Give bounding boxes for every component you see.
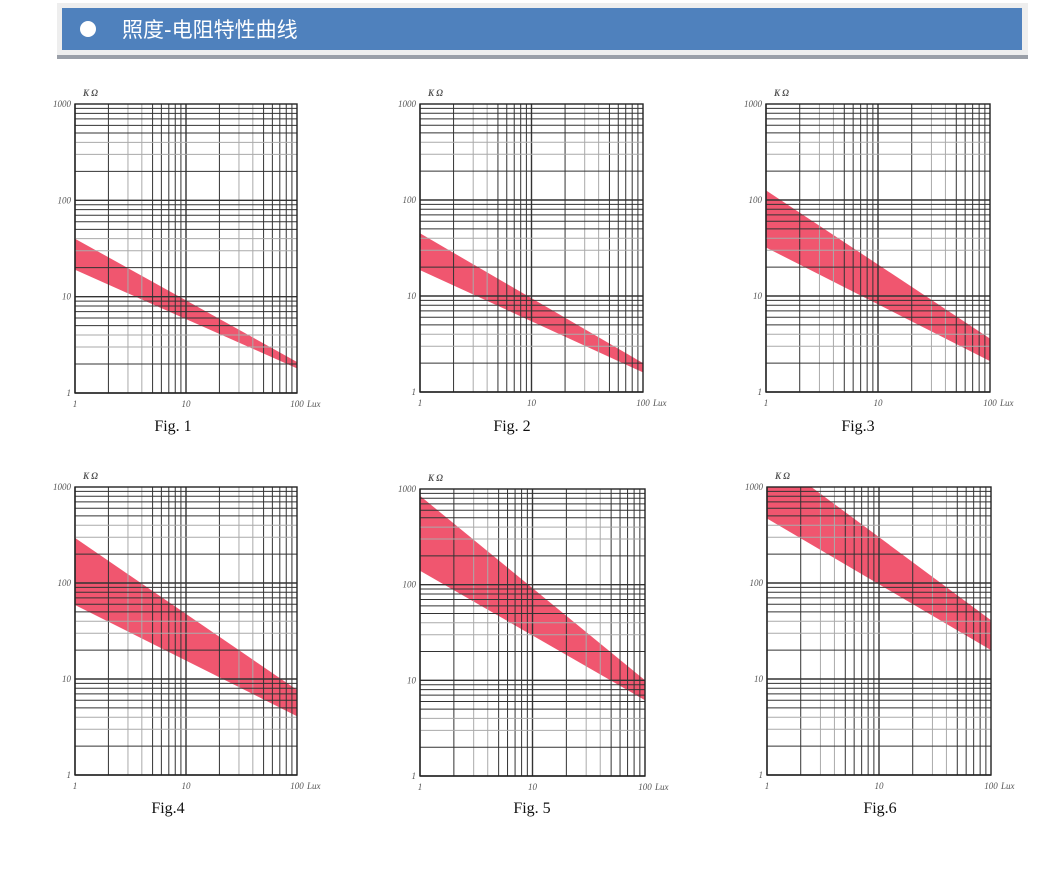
y-tick-label: 1000 [53, 99, 72, 109]
plot-frame [765, 103, 991, 393]
x-tick-label: 1 [73, 399, 78, 409]
y-tick-label: 10 [754, 674, 764, 684]
x-tick-label: 10 [874, 398, 884, 408]
x-axis-label: Lux [999, 398, 1014, 408]
y-tick-label: 1 [759, 770, 764, 780]
y-tick-label: 10 [753, 291, 763, 301]
y-tick-label: 1000 [398, 99, 417, 109]
y-axis-label: K Ω [82, 88, 98, 98]
y-axis-label: K Ω [774, 471, 790, 481]
plot-frame [74, 103, 298, 394]
x-tick-label: 100 [984, 781, 998, 791]
y-tick-label: 1 [412, 387, 417, 397]
y-tick-label: 1000 [53, 482, 72, 492]
y-tick-label: 1 [412, 771, 417, 781]
x-tick-label: 1 [73, 781, 78, 791]
y-tick-label: 1 [758, 387, 763, 397]
y-axis-label: K Ω [82, 471, 98, 481]
x-axis-label: Lux [306, 399, 321, 409]
x-axis-label: Lux [652, 398, 667, 408]
x-axis-label: Lux [1000, 781, 1015, 791]
y-axis-label: K Ω [773, 88, 789, 98]
figure-caption: Fig. 2 [493, 418, 531, 435]
y-tick-label: 100 [58, 578, 72, 588]
grid [419, 104, 643, 393]
figure-caption: Fig. 1 [154, 418, 192, 435]
y-tick-label: 10 [62, 674, 72, 684]
grid [765, 104, 990, 393]
x-tick-label: 1 [418, 398, 423, 408]
figure-caption: Fig.4 [151, 800, 185, 817]
y-tick-label: 10 [62, 292, 72, 302]
header-shadow [57, 55, 1028, 59]
x-axis-label: Lux [654, 782, 669, 792]
figure-caption: Fig.3 [841, 418, 875, 435]
plot-frame [74, 486, 298, 776]
plot-frame [419, 488, 646, 777]
section-title: 照度-电阻特性曲线 [122, 18, 298, 42]
x-tick-label: 1 [764, 398, 769, 408]
y-tick-label: 1000 [398, 484, 417, 494]
x-tick-label: 100 [290, 399, 304, 409]
figure-caption: Fig. 5 [513, 800, 551, 817]
grid [766, 487, 991, 776]
section-header: 照度-电阻特性曲线 [62, 8, 1022, 50]
y-tick-label: 100 [749, 195, 763, 205]
y-tick-label: 1000 [744, 99, 763, 109]
y-tick-label: 100 [750, 578, 764, 588]
x-tick-label: 10 [527, 398, 537, 408]
circle-bullet-icon [80, 21, 96, 37]
y-tick-label: 1000 [745, 482, 764, 492]
x-tick-label: 1 [765, 781, 770, 791]
x-axis-label: Lux [306, 781, 321, 791]
y-tick-label: 1 [67, 770, 72, 780]
plot-frame [766, 486, 992, 776]
x-tick-label: 100 [290, 781, 304, 791]
y-axis-label: K Ω [427, 473, 443, 483]
y-axis-label: K Ω [427, 88, 443, 98]
y-tick-label: 10 [407, 675, 417, 685]
x-tick-label: 10 [528, 782, 538, 792]
y-tick-label: 1 [67, 388, 72, 398]
x-tick-label: 10 [875, 781, 885, 791]
figure-caption: Fig.6 [863, 800, 897, 817]
y-tick-label: 100 [58, 195, 72, 205]
y-tick-label: 10 [407, 291, 417, 301]
y-tick-label: 100 [403, 195, 417, 205]
y-tick-label: 100 [403, 580, 417, 590]
grid [74, 104, 297, 394]
x-tick-label: 100 [636, 398, 650, 408]
x-tick-label: 10 [182, 781, 192, 791]
plot-frame [419, 103, 644, 393]
x-tick-label: 10 [182, 399, 192, 409]
x-tick-label: 1 [418, 782, 423, 792]
grid [419, 489, 645, 777]
x-tick-label: 100 [983, 398, 997, 408]
x-tick-label: 100 [638, 782, 652, 792]
grid [74, 487, 297, 776]
